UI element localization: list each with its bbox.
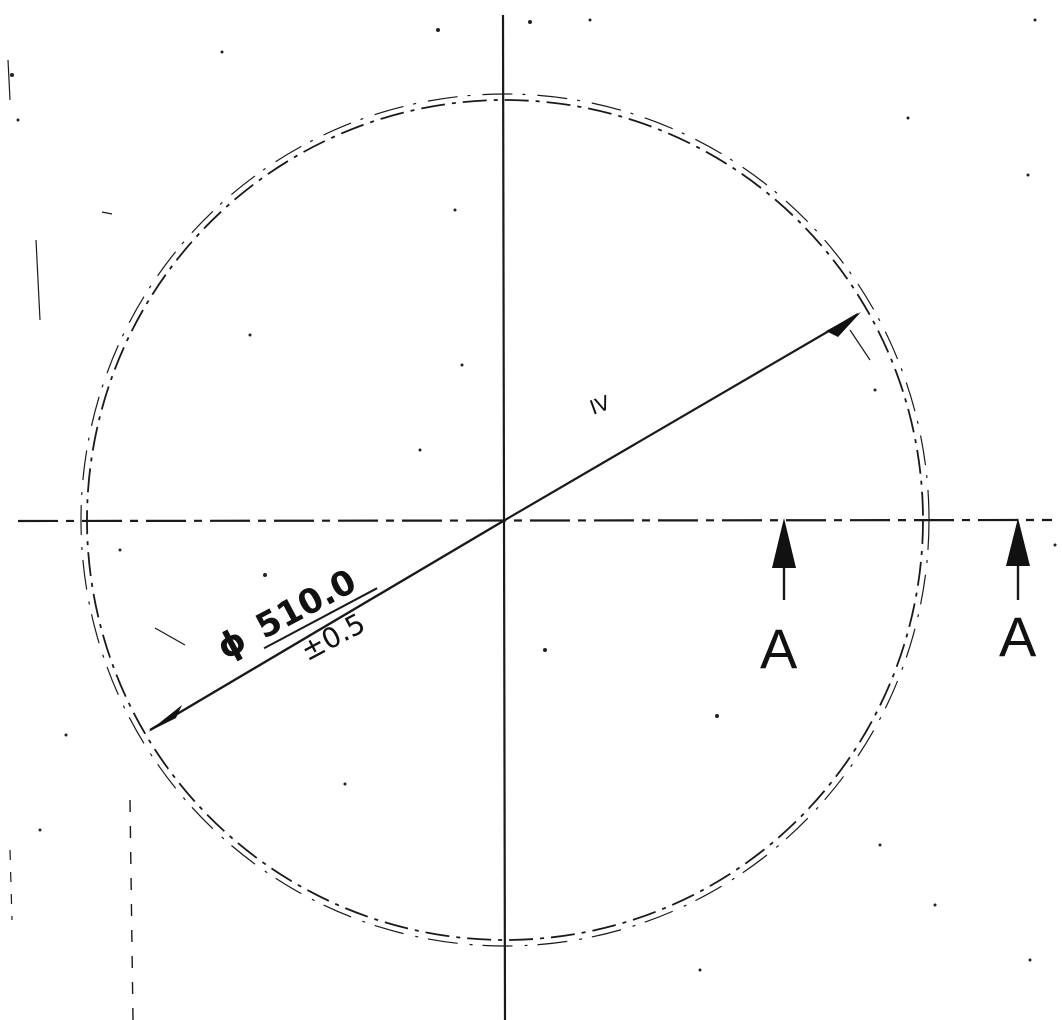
horizontal-centerline	[17, 518, 1053, 523]
stray-mark: IV	[586, 390, 613, 419]
left-guide-line	[129, 799, 134, 1020]
diameter-dimension	[148, 312, 861, 732]
section-marker-a-left: A	[760, 518, 798, 680]
arrowhead-lower-left	[148, 705, 182, 732]
diameter-symbol: ϕ	[210, 620, 253, 668]
paper-scratches	[7, 59, 871, 646]
far-left-mark	[9, 849, 13, 921]
section-arrow-left	[772, 518, 796, 568]
section-arrow-right	[1006, 518, 1030, 566]
dimension-label: ϕ 510.0 ±0.5	[210, 561, 378, 668]
section-marker-a-right: A	[999, 518, 1037, 668]
section-letter-left: A	[760, 617, 798, 680]
arrowhead-upper-right	[826, 312, 861, 337]
vertical-centerline	[501, 14, 507, 1020]
section-letter-right: A	[999, 605, 1037, 668]
paper-specks	[10, 18, 1057, 972]
